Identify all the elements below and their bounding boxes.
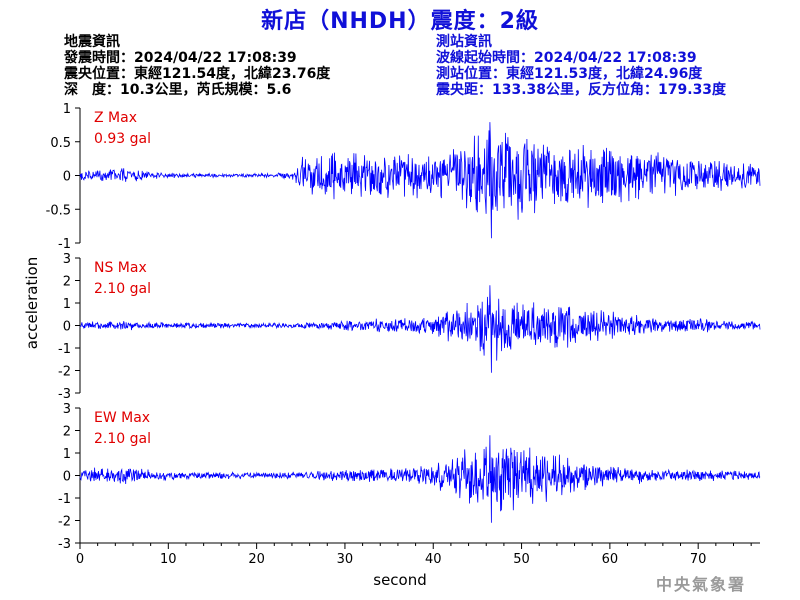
- epicenter-location: 震央位置：東經121.54度，北緯23.76度: [64, 66, 331, 82]
- earthquake-info-heading: 地震資訊: [64, 34, 120, 50]
- y-tick-label: -1: [58, 492, 71, 507]
- y-tick-label: 0.5: [50, 136, 71, 151]
- x-tick-label: 60: [602, 552, 619, 567]
- y-tick-label: 0: [63, 320, 71, 335]
- y-tick-label: -0.5: [46, 203, 71, 218]
- page-title: 新店（NHDH）震度：2級: [261, 9, 539, 34]
- y-tick-label: 3: [63, 252, 71, 267]
- station-location: 測站位置：東經121.53度，北緯24.96度: [436, 66, 703, 82]
- max-label-ns: NS Max: [94, 260, 147, 276]
- y-tick-label: -2: [58, 515, 71, 530]
- max-value-ns: 2.10 gal: [94, 281, 151, 297]
- y-tick-label: 2: [63, 275, 71, 290]
- max-value-z: 0.93 gal: [94, 131, 151, 147]
- y-tick-label: -1: [58, 237, 71, 252]
- x-tick-label: 0: [76, 552, 84, 567]
- y-axis-label: acceleration: [23, 257, 41, 349]
- x-tick-label: 50: [513, 552, 530, 567]
- station-info-heading: 測站資訊: [436, 34, 492, 50]
- panel-ew: -3 -2 -1 0 1 2 3 EW Max 2.10 gal: [58, 402, 761, 552]
- x-axis-label: second: [373, 571, 427, 589]
- x-tick-label: 10: [160, 552, 177, 567]
- y-tick-label: -1: [58, 342, 71, 357]
- wave-start-time: 波線起始時間：2024/04/22 17:08:39: [436, 50, 697, 66]
- waveform-trace-ns: [79, 285, 761, 373]
- y-tick-label: 1: [63, 297, 71, 312]
- panel-z: -1 -0.5 0 0.5 1 Z Max 0.93 gal: [46, 102, 761, 252]
- y-tick-label: -2: [58, 365, 71, 380]
- x-tick-label: 20: [248, 552, 265, 567]
- agency-watermark: 中央氣象署: [656, 575, 747, 594]
- distance-azimuth: 震央距：133.38公里，反方位角：179.33度: [436, 82, 727, 98]
- depth-magnitude: 深 度：10.3公里，芮氏規模：5.6: [64, 82, 292, 98]
- max-label-ew: EW Max: [94, 410, 150, 426]
- x-tick-label: 30: [337, 552, 354, 567]
- origin-time: 發震時間：2024/04/22 17:08:39: [64, 50, 297, 66]
- max-value-ew: 2.10 gal: [94, 431, 151, 447]
- earthquake-info-block: 地震資訊 發震時間：2024/04/22 17:08:39 震央位置：東經121…: [64, 34, 330, 98]
- station-info-block: 測站資訊 波線起始時間：2024/04/22 17:08:39 測站位置：東經1…: [436, 34, 726, 98]
- x-tick-label: 40: [425, 552, 442, 567]
- y-tick-label: 3: [63, 402, 71, 417]
- y-tick-label: 2: [63, 425, 71, 440]
- waveform-trace-ew: [79, 435, 761, 523]
- y-tick-label: -3: [58, 537, 71, 552]
- panel-ns: -3 -2 -1 0 1 2 3 NS Max 2.10 gal: [58, 252, 761, 402]
- y-tick-label: 0: [63, 470, 71, 485]
- max-label-z: Z Max: [94, 110, 137, 126]
- y-tick-label: 1: [63, 102, 71, 117]
- y-tick-label: -3: [58, 387, 71, 402]
- y-tick-label: 1: [63, 447, 71, 462]
- y-tick-label: 0: [63, 170, 71, 185]
- x-tick-label: 70: [690, 552, 707, 567]
- waveform-trace-z: [79, 122, 761, 239]
